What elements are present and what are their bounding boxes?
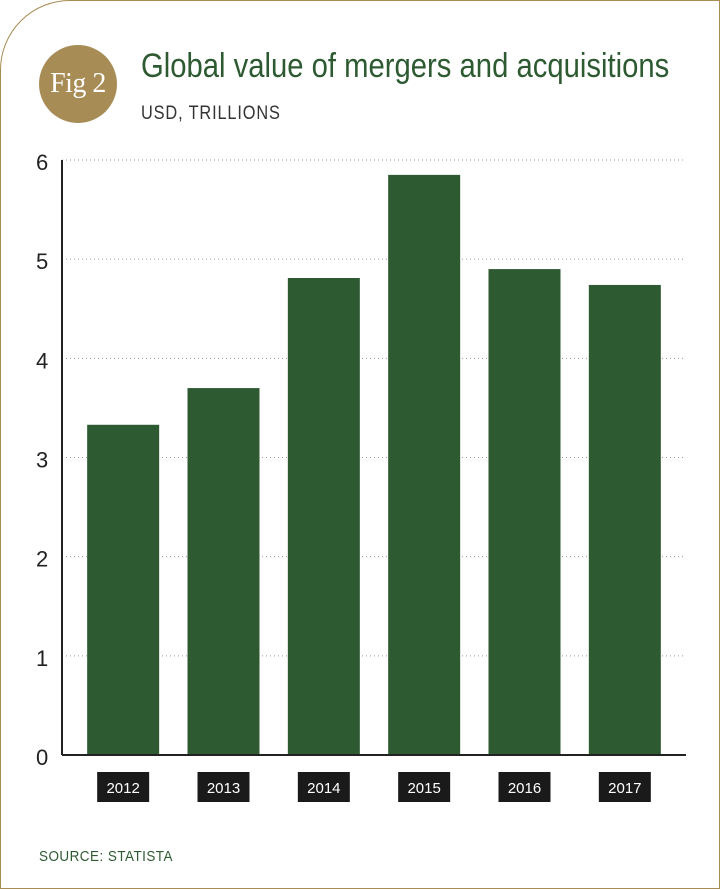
y-tick-labels: 0 1 2 3 4 5 6 — [36, 150, 48, 770]
x-tick-box — [97, 772, 150, 802]
y-tick-label: 0 — [36, 745, 48, 770]
bar — [287, 278, 360, 755]
y-tick-label: 6 — [36, 150, 48, 175]
bar — [588, 284, 661, 755]
bar — [187, 388, 260, 755]
chart-subtitle: USD, TRILLIONS — [141, 103, 281, 124]
x-tick-box — [398, 772, 451, 802]
x-tick-box — [598, 772, 651, 802]
y-tick-label: 1 — [36, 646, 48, 671]
x-tick-label: 2017 — [608, 780, 641, 797]
figure-badge: Fig 2 — [39, 45, 117, 123]
x-tick-box — [297, 772, 350, 802]
y-tick-label: 4 — [36, 348, 48, 373]
source-note: SOURCE: STATISTA — [39, 848, 173, 865]
x-tick-box — [197, 772, 250, 802]
gridlines — [62, 159, 686, 657]
x-tick-label: 2013 — [207, 780, 240, 797]
x-tick-label: 2016 — [508, 780, 541, 797]
y-tick-label: 3 — [36, 448, 48, 473]
x-tick-label: 2014 — [307, 780, 340, 797]
bars — [87, 174, 661, 755]
bar — [488, 269, 561, 755]
x-tick-label: 2012 — [106, 780, 139, 797]
chart-title: Global value of mergers and acquisitions — [141, 47, 670, 85]
y-tick-label: 2 — [36, 547, 48, 572]
y-tick-label: 5 — [36, 249, 48, 274]
axes — [61, 160, 686, 756]
bar — [388, 174, 461, 755]
x-tick-label: 2015 — [407, 780, 440, 797]
x-tick-box — [498, 772, 551, 802]
bar — [87, 424, 160, 755]
x-tick-labels: 2012 2013 2014 2015 2016 2017 — [97, 772, 651, 802]
